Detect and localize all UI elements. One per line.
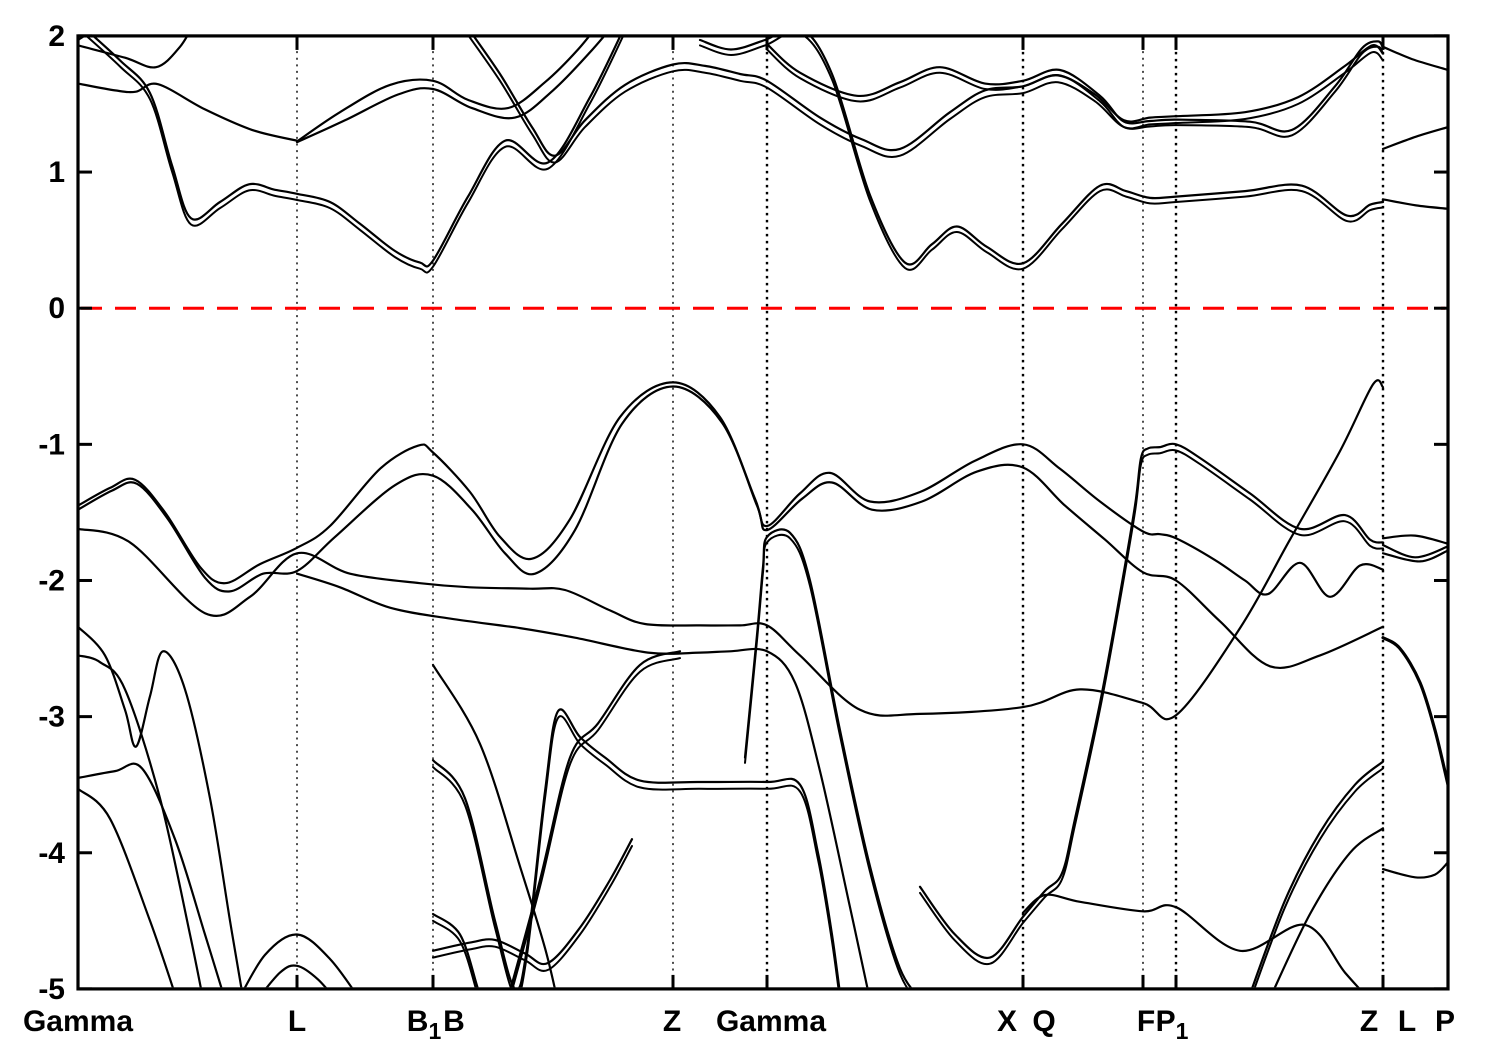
band-vb-thick-riser-pair-partner [1253,767,1384,988]
y-axis-label-1: 1 [48,156,65,189]
x-axis-label-X: X [997,1005,1017,1038]
x-axis-label-Gamma: Gamma [23,1005,133,1038]
band-vb-panel-thick [1381,636,1447,786]
y-axis-label-2: 2 [48,20,65,53]
band-cb-gamma-deep-pair-partner [86,37,624,274]
x-axis-label-B: B [443,1005,465,1038]
x-axis-label-F: F [1137,1005,1155,1038]
band-vb-25-plateau [295,572,869,988]
band-vb-b1-bottom-pair [431,912,479,988]
band-vb-steep-cross-pair-partner [511,657,681,988]
band-vb-gamma2-steep-pair-partner [744,533,909,988]
band-vb-gamma-flat1 [79,762,223,988]
band-cb-gamma-top [79,37,85,41]
band-vb-gamma-flat2 [79,788,174,988]
band-cb-L-pair-a [295,37,590,143]
x-axis-label-P: P [1435,1005,1455,1038]
band-cb-gamma-deep-pair [93,37,621,268]
band-vb-L-arc2 [265,964,328,988]
band-vb-dome [79,379,1385,721]
band-curves [79,37,1447,988]
band-vb-U-riser-pair-partner [919,449,1384,966]
band-vb-thick-riser-pair [1251,760,1385,988]
band-vb-wavy-deep-pair-partner [432,845,633,972]
band-vb-b1-bottom-pair-partner [432,919,477,988]
x-axis-label-L: L [1398,1005,1416,1038]
plot-frame [76,34,1450,991]
x-axis-label-Z: Z [663,1005,681,1038]
y-axis-label--2: -2 [38,564,65,597]
band-cb-panel-top [1381,45,1447,71]
band-cb-BZ-pair [473,37,1385,157]
band-cb-xq-min-pair [698,37,1385,266]
y-axis-label--5: -5 [38,973,65,1006]
band-vb-gamma-steep1 [79,654,202,988]
band-vb-steep-cross-pair [509,650,682,988]
band-vb-BZ-descender [431,663,556,988]
band-vb-wavy-deep-pair [431,838,634,966]
band-cb-gamma2-wavy-pair-partner [766,45,1384,138]
band-vb-bottom-wavy [1021,893,1360,988]
band-cb-panel-low [1381,198,1447,210]
y-axis-label--3: -3 [38,701,65,734]
band-vb-gamma-V [79,626,243,988]
x-axis-label-Gamma: Gamma [716,1005,826,1038]
y-axis-label--1: -1 [38,428,65,461]
band-cb-xq-min-pair-partner [699,37,1384,271]
band-vb-panel-lens2 [1381,549,1447,563]
y-axis-label--4: -4 [38,837,65,870]
x-axis-label-L: L [288,1005,306,1038]
band-vb-riser2 [1273,827,1385,988]
band-vb-panel-lens-b [1381,544,1447,559]
band-cb-panel-mid [1381,126,1447,150]
band-cb-gamma2-wavy-pair [765,40,1385,133]
band-cb-gamma-L [79,82,299,142]
y-axis-label-0: 0 [48,292,65,325]
symmetry-gridlines [81,37,1445,987]
band-cb-L-pair-b [295,37,605,144]
band-vb-panel-flat [1381,862,1447,879]
band-cb-gamma-dip [79,37,188,69]
x-axis-label-Z: Z [1360,1005,1378,1038]
band-vb-panel-lens-a [1381,534,1447,545]
x-axis-label-Q: Q [1032,1005,1055,1038]
band-vb-L-arc1 [243,933,353,988]
